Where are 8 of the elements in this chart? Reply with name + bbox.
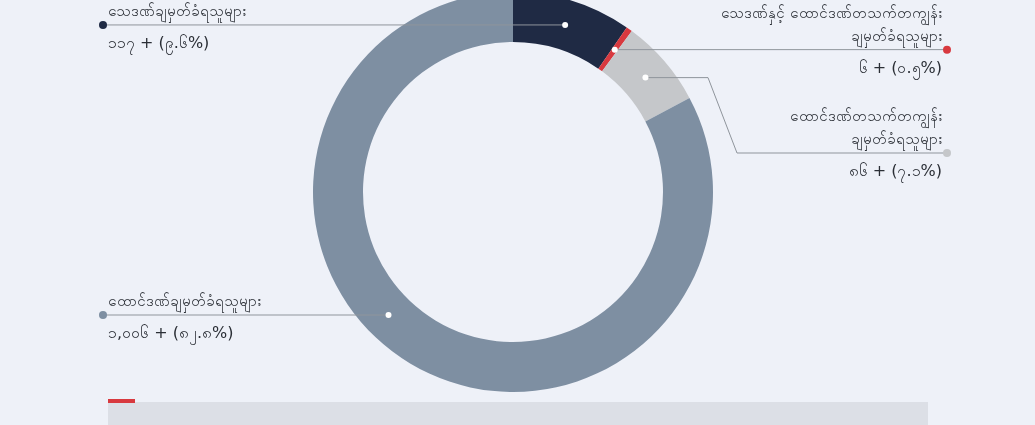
data-label: ၆ + (၀.၅%) — [858, 57, 942, 80]
slice-label: သေဒဏ်နှင့် ထောင်ဒဏ်တသက်တကျွန်း ချမှတ်ခံရသူများ — [721, 3, 942, 48]
data-label: ၈၆ + (၇.၁%) — [848, 161, 942, 183]
slice-label: သေဒဏ်ချမှတ်ခံရသူများ — [108, 1, 246, 23]
slice-label: ထောင်ဒဏ်ချမှတ်ခံရသူများ — [108, 292, 261, 313]
data-label: ၁,၀၀၆ + (၈၂.၈%) — [108, 323, 234, 345]
slice-label: ထောင်ဒဏ်တသက်တကျွန်း ချမှတ်ခံရသူများ — [790, 107, 942, 151]
data-label: ၁၁၇ + (၉.၆%) — [108, 32, 210, 55]
